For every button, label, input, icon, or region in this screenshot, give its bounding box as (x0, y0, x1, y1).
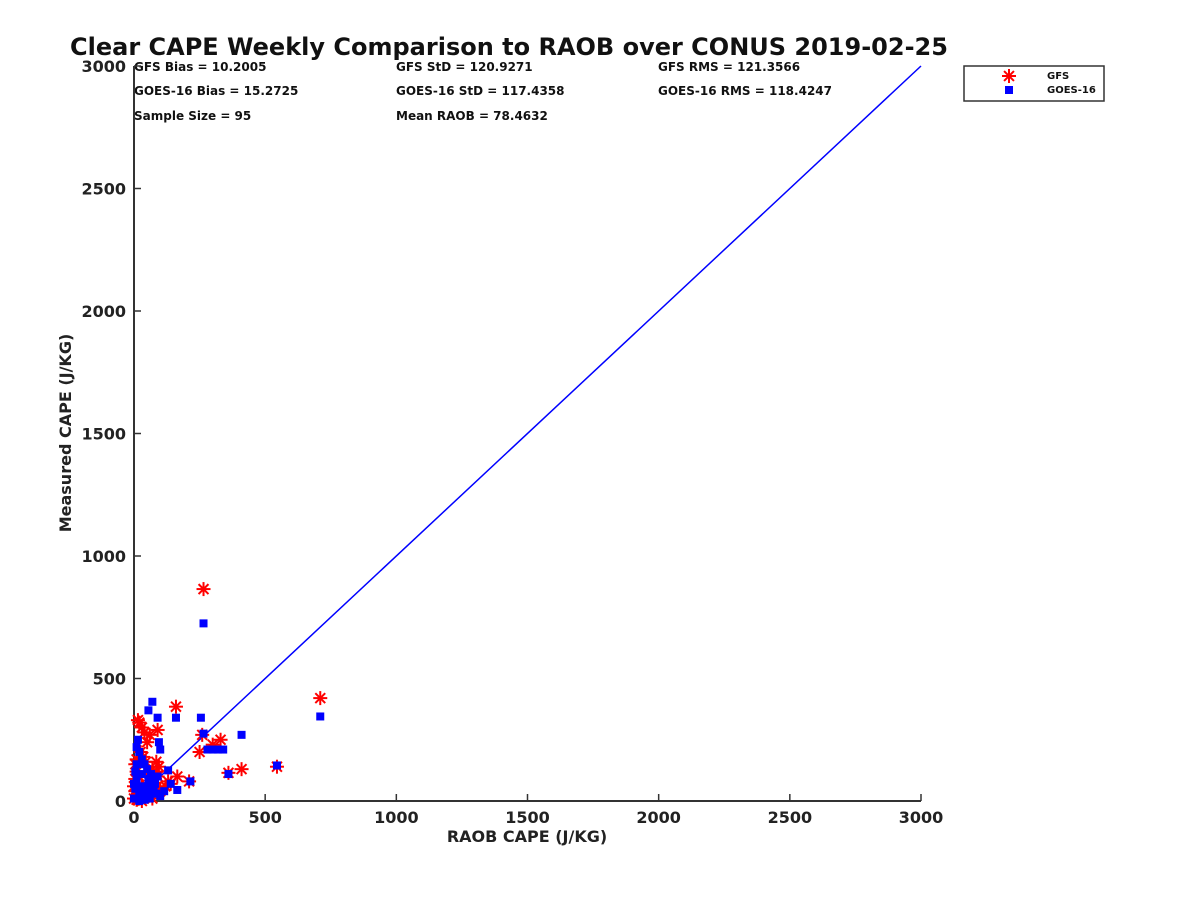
gfs-point (150, 722, 165, 737)
goes-16-point (156, 792, 165, 801)
y-tick-label: 1000 (81, 547, 126, 566)
y-tick-label: 0 (115, 792, 126, 811)
goes-16-point (237, 730, 246, 739)
goes-16-point (132, 774, 141, 783)
goes-16-point (186, 777, 195, 786)
gfs-point (130, 713, 145, 728)
stat-sample-size: Sample Size = 95 (134, 109, 251, 123)
goes-16-point (132, 760, 141, 769)
goes-16-point (160, 787, 169, 796)
legend: GFS GOES-16 (963, 65, 1105, 102)
y-tick-label: 2500 (81, 180, 126, 199)
goes-16-point (132, 743, 141, 752)
stat-gfs-rms: GFS RMS = 121.3566 (658, 60, 800, 74)
goes-16-point (153, 772, 162, 781)
x-tick-label: 2500 (768, 808, 813, 827)
goes-16-point (199, 729, 208, 738)
gfs-point (234, 762, 249, 777)
goes-16-point (145, 794, 154, 803)
reference-line (133, 65, 922, 802)
goes-16-point (173, 785, 182, 794)
goes-16-point (140, 760, 149, 769)
y-axis-label: Measured CAPE (J/KG) (56, 334, 75, 533)
goes-16-point (131, 784, 140, 793)
y-tick-label: 2000 (81, 302, 126, 321)
gfs-point (151, 759, 166, 774)
goes-16-point (130, 779, 138, 788)
goes-16-point (154, 738, 163, 747)
goes-16-point (213, 745, 222, 754)
goes-16-point (137, 755, 146, 764)
legend-marker-gfs (1002, 69, 1016, 83)
goes-16-point (133, 735, 142, 744)
x-tick-label: 0 (128, 808, 139, 827)
x-tick-label: 2000 (636, 808, 681, 827)
stat-gfs-bias: GFS Bias = 10.2005 (134, 60, 266, 74)
x-tick-label: 1500 (505, 808, 550, 827)
legend-label-gfs: GFS (1047, 71, 1069, 82)
x-ticks: 0 500 1000 1500 2000 2500 3000 (128, 794, 943, 827)
goes-16-point (156, 745, 165, 754)
stat-mean-raob: Mean RAOB = 78.4632 (396, 109, 548, 123)
gfs-point (213, 732, 228, 747)
chart-title: Clear CAPE Weekly Comparison to RAOB ove… (70, 33, 948, 61)
goes-16-point (145, 774, 154, 783)
goes-16-point (153, 713, 162, 722)
y-tick-label: 500 (93, 670, 126, 689)
goes-16-point (171, 713, 180, 722)
legend-box (963, 65, 1105, 102)
goes-16-point (166, 779, 175, 788)
goes-16-point (164, 766, 173, 775)
stat-goes-std: GOES-16 StD = 117.4358 (396, 84, 565, 98)
x-tick-label: 1000 (374, 808, 419, 827)
y-tick-label: 1500 (81, 425, 126, 444)
goes-16-point (148, 697, 157, 706)
goes-16-point (140, 795, 149, 804)
goes-16-point (196, 713, 205, 722)
goes-16-point (144, 706, 153, 715)
goes-16-point (203, 745, 212, 754)
gfs-point (313, 691, 328, 706)
legend-asterisk-icon (1002, 69, 1016, 83)
goes-16-point (316, 712, 325, 721)
gfs-point (196, 582, 211, 597)
y-ticks: 0 500 1000 1500 2000 2500 3000 (81, 57, 141, 811)
stat-goes-rms: GOES-16 RMS = 118.4247 (658, 84, 832, 98)
gfs-point (168, 699, 183, 714)
legend-label-goes-16: GOES-16 (1047, 85, 1096, 96)
goes-16-point (272, 761, 281, 770)
series-goes-16 (130, 619, 325, 805)
goes-16-point (131, 767, 140, 776)
stats-block: GFS Bias = 10.2005 GFS StD = 120.9271 GF… (134, 60, 832, 123)
goes-16-point (219, 745, 228, 754)
stat-goes-bias: GOES-16 Bias = 15.2725 (134, 84, 298, 98)
stat-gfs-std: GFS StD = 120.9271 (396, 60, 533, 74)
goes-16-point (147, 770, 156, 779)
x-tick-label: 3000 (899, 808, 944, 827)
goes-16-point (130, 794, 138, 803)
goes-16-point (150, 779, 159, 788)
legend-marker-goes-16 (1005, 86, 1013, 94)
goes-16-point (148, 787, 157, 796)
goes-16-point (224, 770, 233, 779)
goes-16-point (135, 748, 144, 756)
x-tick-label: 500 (248, 808, 281, 827)
goes-16-point (143, 765, 152, 774)
plot-area (127, 65, 922, 808)
gfs-point (140, 735, 155, 750)
goes-16-point (136, 782, 145, 791)
x-axis-label: RAOB CAPE (J/KG) (447, 827, 607, 846)
goes-16-point (143, 784, 152, 793)
legend-square-icon (1005, 86, 1013, 94)
goes-16-point (137, 770, 146, 779)
goes-16-point (135, 797, 144, 805)
goes-16-point (199, 619, 208, 628)
y-tick-label: 3000 (81, 57, 126, 76)
goes-16-point (208, 745, 217, 754)
